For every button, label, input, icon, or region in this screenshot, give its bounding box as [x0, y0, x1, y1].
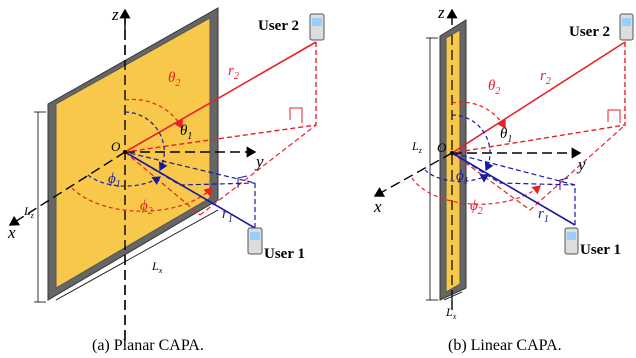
- user2-phone-icon-b: [619, 13, 634, 41]
- r2-line: [124, 41, 317, 153]
- x-label-b: x: [373, 197, 382, 216]
- panel-b: z y x O Lz Lx r2 r1 θ2 θ1 ϕ1 ϕ2 User 2 U…: [373, 3, 634, 354]
- origin-label: O: [111, 139, 121, 154]
- planar-array: [55, 17, 211, 289]
- y-label: y: [254, 152, 264, 171]
- x-label: x: [7, 223, 16, 242]
- user1-label-b: User 1: [580, 242, 621, 258]
- user2-phone-icon: [309, 13, 325, 41]
- origin-label-b: O: [437, 140, 447, 155]
- user1-label: User 1: [264, 246, 305, 262]
- caption-a: (a) Planar CAPA.: [92, 337, 204, 354]
- r2-line-b: [451, 41, 626, 154]
- caption-b: (b) Linear CAPA.: [448, 337, 562, 354]
- phi1-label: ϕ1: [108, 171, 121, 190]
- z-label-b: z: [437, 3, 445, 22]
- r1-label-b: r1: [538, 206, 549, 225]
- phi2-label: ϕ2: [140, 198, 153, 217]
- user2-label-b: User 2: [569, 24, 610, 40]
- lx-label-b: Lx: [445, 305, 457, 321]
- user1-phone-icon: [247, 227, 263, 255]
- z-label: z: [111, 5, 119, 24]
- r2-label-b: r2: [540, 68, 551, 87]
- x-axis: [8, 151, 126, 226]
- user1-phone-icon-b: [564, 227, 579, 255]
- linear-array: [445, 29, 461, 293]
- lz-label: Lz: [23, 204, 35, 220]
- phi2-label-b: ϕ2: [470, 198, 483, 217]
- lz-label-b: Lz: [411, 139, 423, 155]
- panel-a: z y x O Lz Lx r2 r1 θ2 θ1 ϕ1 ϕ2 User 2 U…: [7, 5, 325, 354]
- y-label-b: y: [576, 155, 586, 174]
- r1-line-b: [451, 152, 576, 226]
- phi1-label-b: ϕ1: [456, 168, 469, 187]
- theta1-label: θ1: [180, 123, 192, 142]
- theta2-label-b: θ2: [488, 78, 500, 97]
- r2-label: r2: [228, 63, 239, 82]
- user2-label: User 2: [258, 18, 299, 34]
- theta1-label-b: θ1: [500, 126, 512, 145]
- lx-label: Lx: [151, 259, 163, 275]
- theta2-label: θ2: [168, 70, 180, 89]
- r1-label: r1: [222, 206, 233, 225]
